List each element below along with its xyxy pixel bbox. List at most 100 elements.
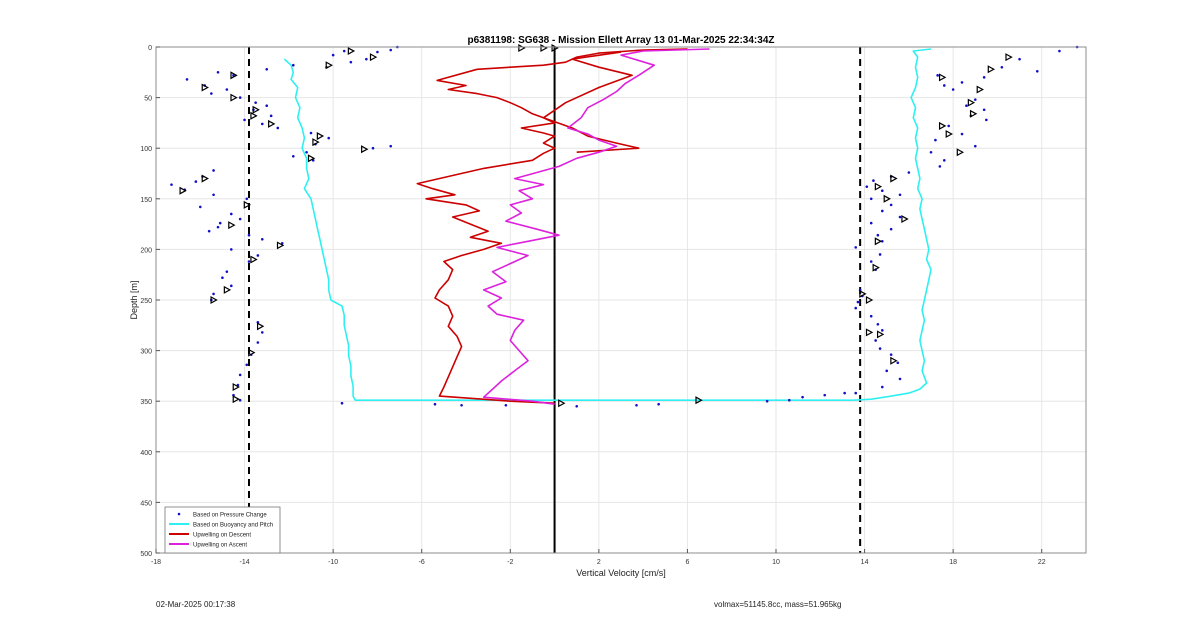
data-point (291, 63, 295, 67)
data-point (229, 248, 233, 251)
data-point (787, 398, 791, 402)
data-point (245, 197, 249, 201)
data-point (982, 76, 986, 79)
triangle-marker (230, 93, 238, 102)
data-point (1058, 49, 1061, 53)
data-point (376, 50, 379, 54)
data-point (942, 84, 946, 87)
data-point (854, 306, 858, 310)
data-point (973, 98, 977, 101)
data-point (256, 341, 260, 344)
y-tick-label: 150 (140, 197, 152, 204)
triangle-marker (230, 71, 238, 80)
data-point (371, 146, 375, 150)
data-point (635, 403, 638, 407)
x-tick-label: 18 (949, 559, 957, 566)
data-point (504, 403, 508, 407)
data-point (898, 193, 902, 197)
y-tick-label: 50 (144, 96, 152, 103)
data-point (229, 284, 233, 288)
triangle-marker (210, 295, 218, 305)
data-point (878, 347, 882, 350)
triangle-marker (232, 383, 240, 392)
data-point (765, 399, 769, 403)
x-tick-label: -6 (419, 559, 425, 566)
data-point (575, 404, 579, 408)
triangle-marker (865, 328, 874, 337)
data-point (218, 221, 222, 225)
data-point (960, 132, 964, 136)
data-point (965, 104, 968, 107)
x-axis-label: Vertical Velocity [cm/s] (576, 568, 666, 578)
data-point (365, 57, 368, 61)
triangle-marker (316, 132, 325, 141)
triangle-marker (969, 109, 978, 118)
y-tick-label: 450 (140, 500, 152, 507)
triangle-marker (276, 241, 285, 250)
data-point (889, 203, 893, 207)
y-tick-label: 200 (140, 247, 152, 254)
triangle-marker (976, 85, 984, 94)
data-point (221, 276, 224, 280)
data-point (869, 197, 873, 201)
legend-label: Based on Buoyancy and Pitch (193, 523, 273, 529)
triangle-marker (558, 399, 566, 408)
data-point (340, 401, 344, 405)
data-point (305, 150, 308, 154)
x-tick-label: 6 (685, 559, 689, 566)
data-point (349, 60, 353, 64)
triangle-marker (865, 295, 874, 305)
data-point (985, 118, 988, 122)
data-point (907, 171, 911, 174)
data-point (327, 136, 331, 140)
data-point (247, 260, 251, 263)
data-point (225, 88, 229, 91)
data-point (942, 159, 946, 162)
triangle-marker (695, 396, 703, 405)
data-point (216, 225, 220, 229)
data-point (878, 253, 882, 256)
data-point (212, 169, 215, 172)
triangle-marker (938, 121, 947, 130)
legend-symbol (177, 512, 181, 516)
triangle-marker (232, 395, 240, 404)
data-point (936, 74, 939, 77)
triangle-marker (347, 47, 356, 56)
data-point (185, 78, 189, 81)
data-point (331, 53, 335, 57)
data-point (238, 373, 242, 377)
footer-mass-info: volmax=51145.8cc, mass=51.965kg (714, 600, 842, 609)
data-point (1035, 69, 1039, 73)
triangle-marker (268, 119, 276, 128)
data-point (309, 131, 313, 135)
series-line (416, 48, 688, 404)
data-point (898, 377, 902, 381)
data-point (256, 254, 260, 257)
data-point (823, 393, 827, 397)
data-point (947, 124, 951, 128)
triangle-marker (256, 322, 265, 331)
data-point (880, 329, 884, 332)
data-point (898, 215, 902, 219)
triangle-marker (201, 174, 209, 183)
y-tick-label: 0 (148, 45, 152, 52)
x-tick-label: -14 (240, 559, 250, 566)
data-point (291, 154, 295, 158)
legend: Based on Pressure Change Based on Buoyanc… (164, 506, 281, 554)
triangle-marker (859, 289, 867, 298)
data-point (260, 122, 264, 126)
data-point (238, 398, 242, 402)
data-point (247, 233, 251, 237)
data-point (889, 353, 893, 356)
triangle-marker (987, 65, 996, 74)
data-point (876, 233, 880, 237)
triangle-marker (250, 111, 258, 120)
data-point (880, 209, 884, 213)
data-point (194, 180, 198, 183)
data-point (238, 96, 242, 99)
triangle-marker (250, 255, 258, 264)
data-point (896, 361, 900, 365)
data-point (872, 179, 875, 182)
data-point (269, 114, 273, 118)
x-tick-label: 22 (1038, 559, 1046, 566)
